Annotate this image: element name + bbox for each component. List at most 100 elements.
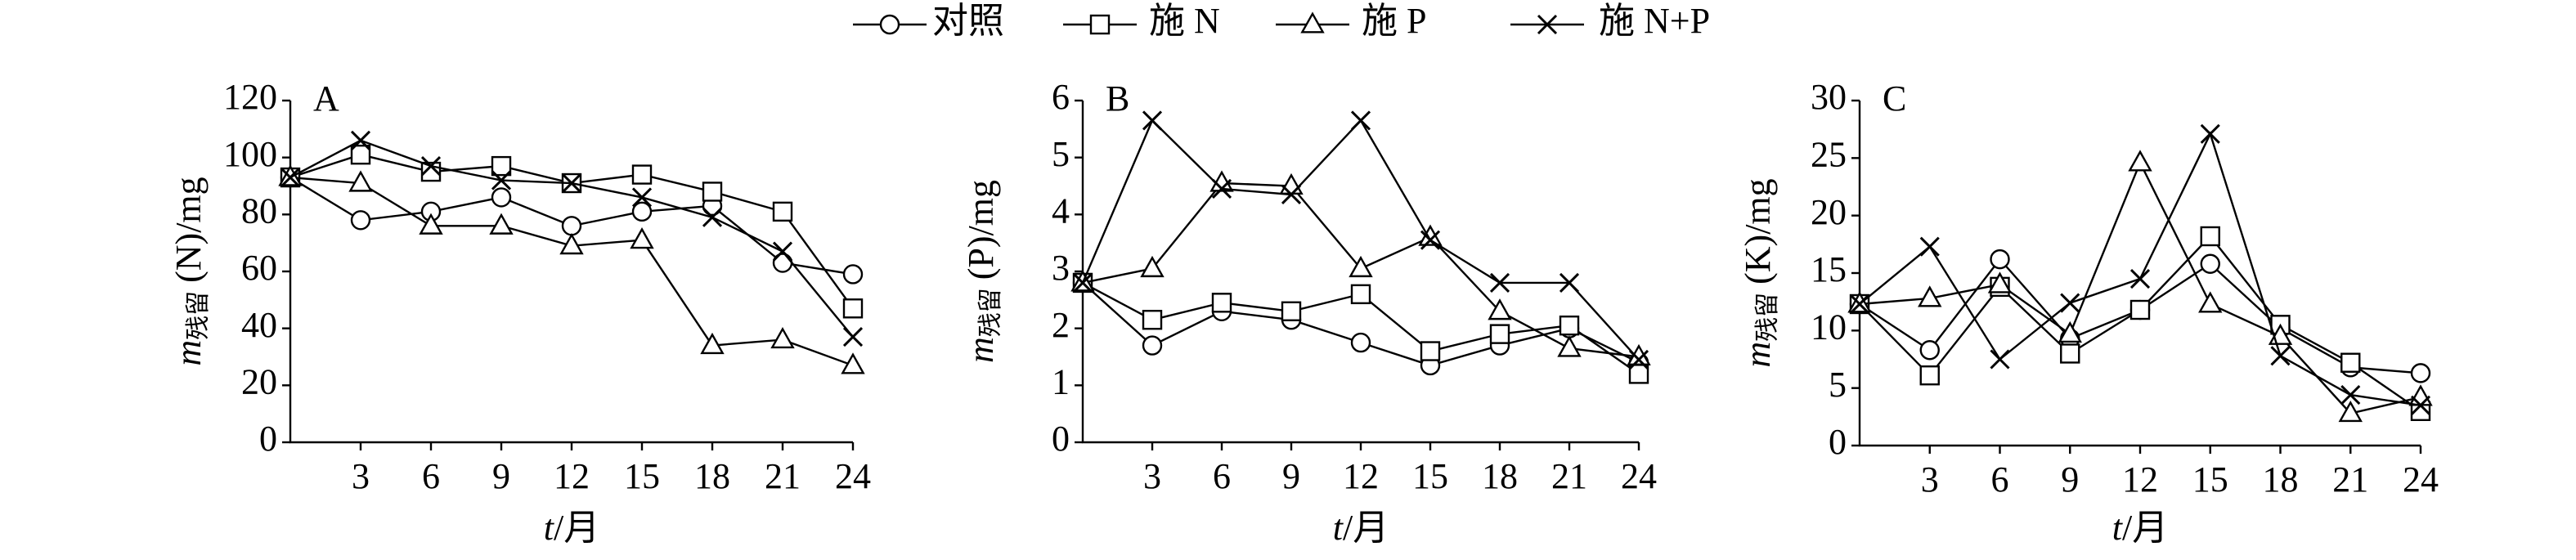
marker — [1420, 341, 1441, 361]
y-unit: (K)/mg — [1738, 178, 1778, 284]
marker — [842, 327, 864, 347]
marker — [1628, 349, 1649, 370]
marker — [1072, 272, 1093, 293]
marker — [1420, 230, 1441, 250]
x-tick-label: 3 — [1143, 456, 1161, 496]
marker — [2338, 400, 2363, 423]
marker — [419, 213, 443, 235]
y-tick-label: 80 — [241, 190, 277, 231]
x-tick-label: 15 — [1412, 456, 1448, 496]
x-axis-label: t/月 — [1333, 508, 1389, 548]
marker — [1557, 335, 1582, 357]
x-tick-label: 6 — [1991, 459, 2009, 500]
y-tick-label: 20 — [241, 361, 277, 401]
marker — [489, 213, 514, 235]
marker — [1142, 335, 1163, 356]
panel-label: C — [1883, 78, 1906, 119]
marker — [2200, 226, 2220, 247]
marker — [2340, 385, 2361, 405]
marker — [1537, 14, 1558, 35]
y-tick-label: 0 — [1052, 419, 1070, 459]
y-symbol: m — [961, 337, 1001, 363]
marker — [770, 326, 795, 349]
x-tick-label: 15 — [624, 456, 660, 496]
y-tick-label: 20 — [1811, 192, 1847, 232]
marker — [559, 232, 584, 255]
marker — [702, 207, 723, 227]
y-tick-label: 1 — [1052, 361, 1070, 401]
y-symbol: m — [168, 340, 209, 366]
series-line — [289, 176, 854, 367]
legend-label: 施 N+P — [1599, 1, 1710, 41]
y-tick-label: 5 — [1829, 365, 1847, 405]
marker — [2198, 291, 2223, 313]
marker — [2060, 343, 2080, 364]
marker — [1990, 349, 2010, 370]
marker — [1281, 184, 1302, 205]
marker — [2058, 320, 2082, 343]
panel-label: B — [1106, 78, 1129, 119]
x-symbol: t — [1333, 508, 1344, 548]
marker — [1488, 298, 1512, 320]
x-tick-label: 3 — [352, 456, 370, 496]
y-tick-label: 15 — [1811, 249, 1847, 289]
x-tick-label: 21 — [1551, 456, 1587, 496]
y-subscript: 残留 — [185, 291, 212, 340]
y-tick-label: 30 — [1811, 77, 1847, 117]
marker — [280, 167, 301, 188]
marker — [1350, 110, 1371, 131]
marker — [2128, 150, 2152, 172]
marker — [1350, 332, 1371, 353]
y-axis-label: m残留 (P)/mg — [961, 180, 1004, 363]
marker — [1918, 285, 1942, 307]
y-tick-label: 40 — [241, 305, 277, 345]
x-unit: /月 — [2122, 508, 2168, 548]
marker — [772, 241, 793, 262]
marker — [1489, 272, 1510, 293]
series-line — [1081, 119, 1640, 361]
y-tick-label: 10 — [1811, 307, 1847, 347]
y-unit: (P)/mg — [961, 180, 1001, 280]
marker — [2129, 299, 2151, 320]
marker — [1919, 365, 1940, 386]
x-unit: /月 — [554, 508, 599, 548]
marker — [491, 187, 512, 208]
marker — [2060, 293, 2080, 313]
x-symbol: t — [544, 508, 555, 548]
x-tick-label: 21 — [2332, 459, 2368, 500]
y-axis-label: m残留 (K)/mg — [1738, 178, 1781, 367]
y-axis-label: m残留 (N)/mg — [168, 177, 212, 365]
marker — [1281, 301, 1302, 321]
marker — [1279, 172, 1304, 195]
marker — [420, 156, 442, 177]
marker — [2410, 395, 2431, 415]
marker — [1987, 271, 2013, 293]
marker — [1349, 255, 1373, 278]
marker — [1211, 178, 1232, 199]
x-symbol: t — [2112, 508, 2124, 548]
marker — [1919, 340, 1940, 361]
marker — [491, 170, 512, 190]
x-unit: /月 — [1343, 508, 1389, 548]
y-symbol: m — [1738, 342, 1778, 368]
series-line — [1859, 160, 2421, 414]
marker — [2200, 253, 2220, 274]
marker — [1350, 284, 1371, 305]
x-tick-label: 18 — [2263, 459, 2299, 500]
marker — [1089, 14, 1111, 35]
x-tick-label: 9 — [2061, 459, 2079, 500]
x-tick-label: 24 — [835, 456, 871, 496]
marker — [2340, 352, 2361, 373]
marker — [702, 181, 723, 202]
marker — [1209, 170, 1234, 192]
marker — [350, 130, 371, 150]
y-tick-label: 5 — [1052, 134, 1070, 174]
marker — [631, 201, 653, 222]
y-tick-label: 0 — [259, 419, 277, 459]
y-tick-label: 3 — [1052, 248, 1070, 288]
y-tick-label: 4 — [1052, 190, 1070, 231]
marker — [1990, 249, 2010, 270]
marker — [350, 144, 371, 165]
series-line — [1859, 131, 2421, 406]
